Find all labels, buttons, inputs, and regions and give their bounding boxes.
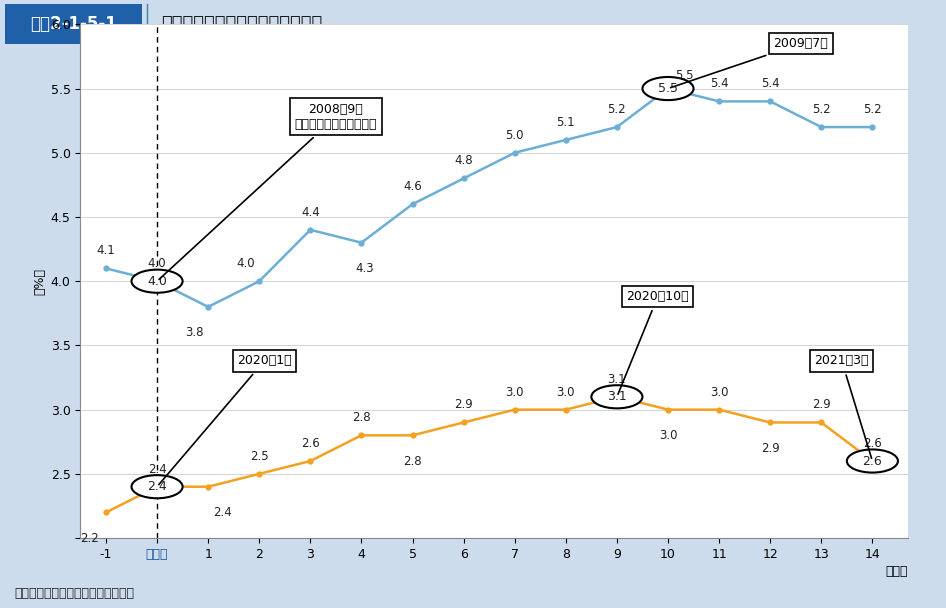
Text: 2021年3月: 2021年3月 [815, 354, 871, 458]
Ellipse shape [131, 475, 183, 499]
Text: 5.0: 5.0 [505, 129, 524, 142]
Ellipse shape [847, 449, 898, 472]
Text: 5.5: 5.5 [675, 69, 694, 81]
Text: 図表2-1-5-1: 図表2-1-5-1 [30, 15, 116, 33]
Text: 資料：総務省統計局「労働力調査」: 資料：総務省統計局「労働力調査」 [14, 587, 134, 600]
Text: 4.1: 4.1 [96, 244, 115, 257]
Text: 4.0: 4.0 [236, 257, 254, 270]
Text: 2.4: 2.4 [148, 463, 166, 475]
Ellipse shape [642, 77, 693, 100]
Ellipse shape [591, 385, 642, 409]
Text: 2.4: 2.4 [148, 480, 166, 493]
Text: 2.6: 2.6 [301, 437, 320, 450]
Text: 2.8: 2.8 [403, 455, 422, 468]
Text: 5.1: 5.1 [556, 116, 575, 129]
Text: 2.9: 2.9 [761, 442, 780, 455]
Text: 2.2: 2.2 [79, 532, 98, 545]
Text: 2009年7月: 2009年7月 [671, 37, 829, 88]
Text: 2020年1月: 2020年1月 [159, 354, 291, 485]
Y-axis label: （%）: （%） [33, 268, 46, 295]
Text: 4.3: 4.3 [355, 262, 374, 275]
Text: 4.0: 4.0 [148, 257, 166, 270]
Text: 5.4: 5.4 [710, 77, 728, 90]
Text: 3.0: 3.0 [710, 385, 728, 398]
Text: 2008年9月
リーマンブラザーズ破綻: 2008年9月 リーマンブラザーズ破綻 [159, 103, 377, 279]
Text: 2.8: 2.8 [352, 411, 371, 424]
Text: 4.0: 4.0 [148, 275, 167, 288]
Text: 2.9: 2.9 [454, 398, 473, 412]
FancyBboxPatch shape [5, 4, 142, 44]
Text: 3.1: 3.1 [607, 390, 627, 403]
Ellipse shape [131, 269, 183, 293]
Text: 2.5: 2.5 [250, 450, 269, 463]
Text: 2020年10月: 2020年10月 [618, 290, 689, 394]
Text: 5.2: 5.2 [607, 103, 626, 116]
Text: 4.6: 4.6 [403, 180, 422, 193]
Text: 3.0: 3.0 [505, 385, 524, 398]
Text: 5.2: 5.2 [863, 103, 882, 116]
Text: 完全失業率（季節調整値）の推移: 完全失業率（季節調整値）の推移 [161, 15, 322, 33]
Text: 4.8: 4.8 [454, 154, 473, 167]
Text: 2.6: 2.6 [863, 437, 882, 450]
Text: 2.9: 2.9 [812, 398, 831, 412]
Text: 5.2: 5.2 [812, 103, 831, 116]
X-axis label: （月）: （月） [885, 565, 908, 578]
Text: 5.4: 5.4 [761, 77, 780, 90]
Text: 4.4: 4.4 [301, 206, 320, 219]
Text: 2.4: 2.4 [213, 506, 232, 519]
Text: 2.6: 2.6 [863, 455, 883, 468]
Text: 5.5: 5.5 [658, 82, 678, 95]
Text: 3.8: 3.8 [185, 326, 203, 339]
Text: 3.0: 3.0 [658, 429, 677, 442]
Text: 3.0: 3.0 [556, 385, 575, 398]
Text: 3.1: 3.1 [607, 373, 626, 385]
